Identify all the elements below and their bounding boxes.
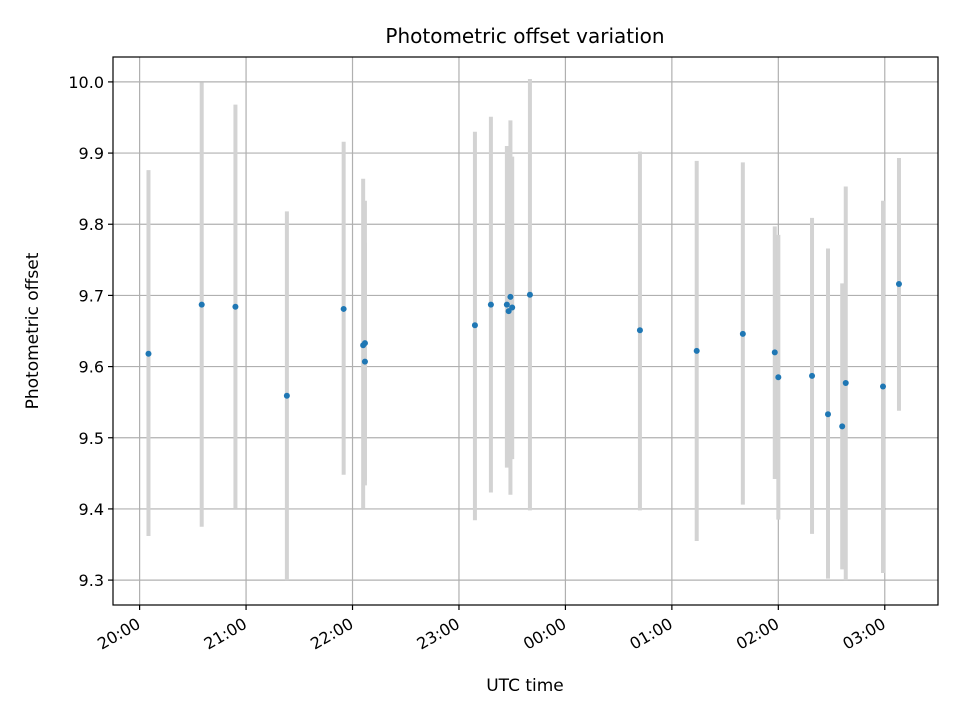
data-point [198, 301, 205, 308]
y-tick-label: 9.5 [79, 429, 104, 448]
y-tick-label: 9.4 [79, 500, 104, 519]
chart-title: Photometric offset variation [385, 24, 664, 48]
x-axis-label: UTC time [486, 676, 564, 696]
data-point [825, 411, 831, 418]
data-point [636, 327, 643, 334]
y-tick-label: 9.3 [79, 571, 104, 590]
data-point [509, 304, 516, 311]
data-point [842, 379, 849, 386]
data-point [232, 303, 239, 310]
y-axis-label: Photometric offset [23, 252, 43, 409]
data-points [145, 281, 902, 430]
data-point [503, 301, 510, 308]
y-tick-label: 9.6 [79, 358, 104, 377]
data-point [283, 392, 290, 399]
plot-frame [112, 56, 939, 606]
data-point [526, 291, 533, 298]
grid [113, 57, 938, 605]
y-axis-ticks: 9.3 9.4 9.5 9.6 9.7 9.8 9.9 10.0 [68, 73, 113, 590]
y-tick-label: 9.9 [79, 144, 104, 163]
data-point [361, 358, 368, 365]
data-point [361, 340, 368, 347]
data-point [809, 372, 816, 379]
data-point [693, 347, 700, 354]
data-point [471, 322, 478, 329]
data-point [340, 305, 347, 312]
data-point [739, 330, 746, 337]
data-point [771, 349, 778, 356]
data-point [507, 293, 514, 300]
data-point [880, 383, 886, 390]
data-point [895, 281, 902, 288]
data-point [775, 374, 782, 381]
y-tick-label: 9.8 [79, 215, 104, 234]
y-tick-label: 9.7 [79, 286, 104, 305]
data-point [839, 423, 846, 430]
data-point [487, 301, 494, 308]
data-point [145, 350, 152, 357]
y-tick-label: 10.0 [68, 73, 104, 92]
